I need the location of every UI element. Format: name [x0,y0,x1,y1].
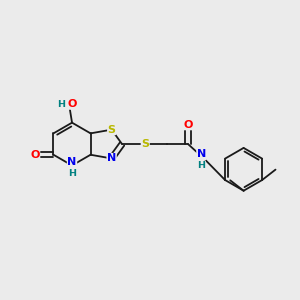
Text: N: N [197,149,206,160]
Text: S: S [108,124,116,135]
Text: H: H [57,100,65,109]
Text: O: O [183,120,193,130]
Text: H: H [197,161,206,170]
Text: H: H [68,169,76,178]
Text: N: N [107,154,116,164]
Text: N: N [68,158,76,167]
Text: S: S [141,139,149,149]
Text: O: O [30,150,40,160]
Text: O: O [68,99,77,109]
